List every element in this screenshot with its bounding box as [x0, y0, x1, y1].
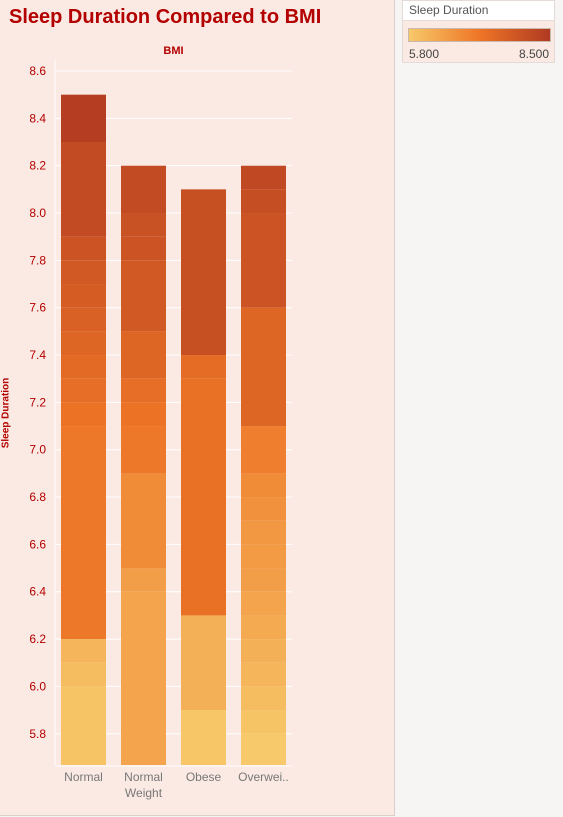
bar-segment[interactable] [241, 520, 286, 545]
bar-segment[interactable] [181, 189, 226, 356]
bar-1 [121, 165, 166, 765]
y-tick-label: 8.4 [29, 111, 46, 125]
y-tick-label: 8.6 [29, 64, 46, 78]
bar-segment[interactable] [61, 331, 106, 356]
bar-segment[interactable] [121, 165, 166, 214]
bar-segment[interactable] [241, 307, 286, 427]
bar-segment[interactable] [121, 426, 166, 474]
bar-2 [181, 189, 226, 765]
bar-segment[interactable] [121, 213, 166, 237]
bar-segment[interactable] [241, 497, 286, 521]
bmi-axis-title: BMI [163, 45, 184, 57]
bar-segment[interactable] [241, 213, 286, 308]
bar-segment[interactable] [61, 260, 106, 285]
bar-segment[interactable] [61, 402, 106, 427]
bar-segment[interactable] [61, 307, 106, 332]
bar-segment[interactable] [61, 284, 106, 308]
bar-segment[interactable] [241, 426, 286, 474]
x-category-label: Overwei.. [238, 770, 289, 784]
bar-3 [241, 165, 286, 765]
y-tick-label: 8.2 [29, 159, 46, 173]
bar-segment[interactable] [241, 165, 286, 190]
bar-segment[interactable] [121, 568, 166, 592]
legend-title-bar [403, 1, 554, 21]
bar-segment[interactable] [181, 378, 226, 616]
y-tick-label: 7.8 [29, 253, 46, 267]
y-tick-label: 7.2 [29, 395, 46, 409]
color-legend: Sleep Duration 5.800 8.500 [402, 0, 555, 63]
bar-segment[interactable] [61, 236, 106, 261]
bar-segment[interactable] [241, 710, 286, 734]
y-tick-label: 7.4 [29, 348, 46, 362]
bar-segment[interactable] [121, 236, 166, 261]
bar-segment[interactable] [241, 568, 286, 592]
bar-segment[interactable] [121, 260, 166, 332]
bar-segment[interactable] [61, 355, 106, 379]
bar-segment[interactable] [241, 662, 286, 687]
legend-color-ramp [408, 28, 551, 42]
y-tick-label: 6.8 [29, 490, 46, 504]
bar-segment[interactable] [121, 473, 166, 569]
legend-title: Sleep Duration [409, 3, 489, 17]
y-tick-label: 7.6 [29, 301, 46, 315]
bar-segment[interactable] [61, 142, 106, 237]
bar-segment[interactable] [121, 402, 166, 427]
bar-segment[interactable] [241, 189, 286, 214]
bar-0 [61, 94, 106, 765]
bar-segment[interactable] [61, 378, 106, 403]
bar-segment[interactable] [241, 615, 286, 640]
bar-segment[interactable] [61, 426, 106, 640]
y-tick-label: 8.0 [29, 206, 46, 220]
bar-segment[interactable] [241, 544, 286, 569]
x-category-label: Obese [186, 770, 222, 784]
bar-segment[interactable] [241, 473, 286, 498]
chart-title: Sleep Duration Compared to BMI [9, 6, 322, 28]
y-tick-label: 6.4 [29, 585, 46, 599]
bar-segment[interactable] [241, 686, 286, 711]
y-tick-label: 6.2 [29, 632, 46, 646]
bar-segment[interactable] [181, 710, 226, 765]
bar-chart-plot: 5.8 6.0 6.2 6.4 6.6 6.8 7.0 7.2 7.4 7.6 7.8 8.0 8.2 8… [29, 60, 292, 800]
legend-min-label: 5.800 [409, 47, 440, 61]
legend-max-label: 8.500 [518, 47, 549, 61]
bar-segment[interactable] [241, 733, 286, 765]
x-category-label: Normal [64, 770, 103, 784]
bar-segment[interactable] [61, 94, 106, 143]
bar-segment[interactable] [241, 591, 286, 616]
y-tick-label: 6.6 [29, 537, 46, 551]
x-category-label: Normal Weight [124, 770, 163, 800]
bar-segment[interactable] [121, 591, 166, 765]
bar-segment[interactable] [241, 639, 286, 663]
bar-segment[interactable] [61, 662, 106, 687]
bar-segment[interactable] [61, 686, 106, 765]
bar-segment[interactable] [61, 639, 106, 663]
bar-segment[interactable] [121, 378, 166, 403]
y-tick-label: 7.0 [29, 443, 46, 457]
y-tick-label: 6.0 [29, 679, 46, 693]
bar-segment[interactable] [121, 331, 166, 379]
y-tick-label: 5.8 [29, 727, 46, 741]
bar-segment[interactable] [181, 355, 226, 379]
bar-segment[interactable] [181, 615, 226, 711]
